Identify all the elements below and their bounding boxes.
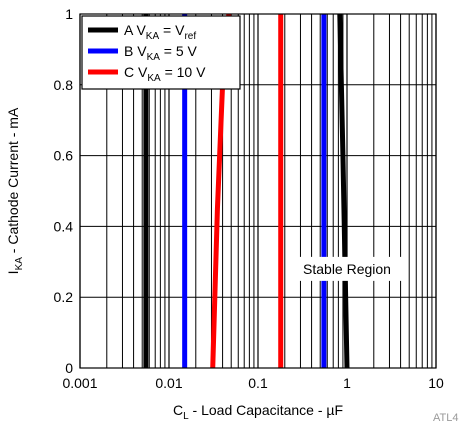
y-tick-label: 0 xyxy=(65,360,73,376)
x-tick-label: 1 xyxy=(343,375,351,391)
y-tick-label: 0.8 xyxy=(54,77,74,93)
y-tick-label: 0.4 xyxy=(54,218,74,234)
y-tick-label: 0.6 xyxy=(54,148,74,164)
figure-code: ATL4 xyxy=(433,412,458,424)
x-tick-label: 0.001 xyxy=(62,375,97,391)
y-axis-ticks: 0 0.2 0.4 0.6 0.8 1 xyxy=(54,6,74,376)
y-tick-label: 0.2 xyxy=(54,289,74,305)
y-tick-label: 1 xyxy=(65,6,73,22)
x-axis-title: CL - Load Capacitance - µF xyxy=(173,402,343,422)
x-axis-ticks: 0.001 0.01 0.1 1 10 xyxy=(62,375,444,391)
annotation-stable-region: Stable Region xyxy=(303,261,391,277)
annotation-layer: Stable Region xyxy=(288,257,406,281)
x-tick-label: 0.01 xyxy=(155,375,182,391)
y-axis-title: IKA - Cathode Current - mA xyxy=(5,107,25,274)
x-tick-label: 10 xyxy=(428,375,444,391)
x-tick-label: 0.1 xyxy=(248,375,268,391)
